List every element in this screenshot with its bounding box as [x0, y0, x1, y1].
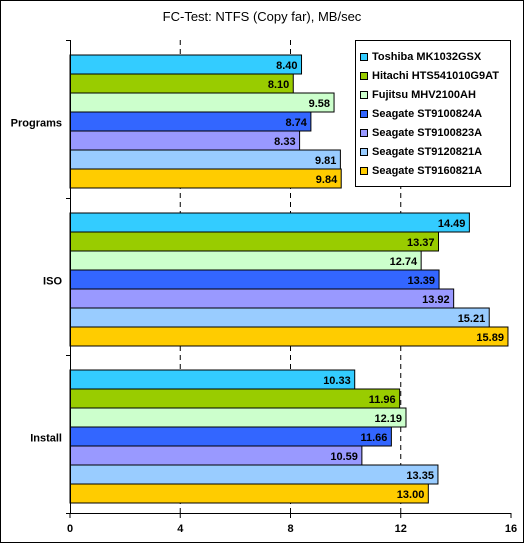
- legend-label: Hitachi HTS541010G9AT: [372, 69, 499, 82]
- legend-swatch: [360, 71, 368, 80]
- bar: [69, 369, 356, 390]
- bar: [69, 73, 294, 94]
- data-label: 12.19: [374, 413, 402, 425]
- data-label: 13.00: [397, 489, 425, 501]
- bar: [69, 288, 455, 309]
- data-label: 13.37: [407, 237, 435, 249]
- bar: [69, 212, 470, 233]
- legend-label: Fujitsu MHV2100AH: [372, 88, 476, 101]
- bar: [69, 307, 490, 328]
- x-tick-label: 0: [67, 523, 73, 535]
- legend-item: Seagate ST9160821A: [356, 161, 482, 180]
- data-label: 9.84: [316, 174, 338, 186]
- x-tick-label: 8: [287, 523, 293, 535]
- category-label: Programs: [11, 118, 62, 130]
- category-label: ISO: [43, 276, 62, 288]
- x-tick-label: 4: [177, 523, 184, 535]
- data-label: 8.40: [276, 60, 297, 72]
- data-label: 11.66: [360, 432, 387, 444]
- legend-swatch: [360, 128, 368, 137]
- bar: [69, 130, 301, 151]
- legend-swatch: [360, 52, 368, 61]
- data-label: 10.33: [323, 375, 351, 387]
- legend-swatch: [360, 166, 368, 175]
- legend-swatch: [360, 90, 368, 99]
- bar: [69, 483, 429, 504]
- bar: [69, 407, 407, 428]
- bar: [69, 426, 392, 447]
- x-tick-label: 16: [505, 523, 517, 535]
- legend-label: Seagate ST9100823A: [372, 126, 483, 139]
- x-tick-label: 12: [395, 523, 407, 535]
- data-label: 13.35: [406, 470, 434, 482]
- bar: [69, 250, 422, 271]
- legend-item: Seagate ST9120821A: [356, 142, 482, 161]
- legend-swatch: [360, 147, 368, 156]
- data-label: 15.89: [476, 332, 504, 344]
- legend-label: Seagate ST9100824A: [372, 107, 483, 120]
- legend-swatch: [360, 109, 368, 118]
- bar: [69, 388, 401, 409]
- legend-item: Toshiba MK1032GSX: [356, 47, 481, 66]
- bar: [69, 445, 363, 466]
- data-label: 9.81: [315, 155, 336, 167]
- data-label: 14.49: [438, 218, 466, 230]
- legend-item: Seagate ST9100824A: [356, 104, 482, 123]
- bar: [69, 464, 439, 485]
- chart-title: FC-Test: NTFS (Copy far), MB/sec: [162, 9, 362, 24]
- data-label: 8.10: [268, 79, 289, 91]
- data-label: 13.39: [408, 275, 436, 287]
- data-label: 15.21: [458, 313, 486, 325]
- data-label: 11.96: [369, 394, 396, 406]
- legend-label: Seagate ST9160821A: [372, 164, 483, 177]
- bar: [69, 111, 312, 132]
- bar: [69, 326, 509, 347]
- data-label: 8.74: [285, 117, 307, 129]
- bar: [69, 92, 335, 113]
- bar: [69, 149, 341, 170]
- data-label: 9.58: [309, 98, 330, 110]
- bar: [69, 269, 440, 290]
- legend: Toshiba MK1032GSX Hitachi HTS541010G9AT Fu…: [355, 40, 511, 187]
- bar: [69, 54, 303, 75]
- bar: [69, 231, 440, 252]
- legend-label: Seagate ST9120821A: [372, 145, 483, 158]
- bar: [69, 168, 342, 189]
- legend-label: Toshiba MK1032GSX: [372, 50, 482, 63]
- data-label: 13.92: [422, 294, 450, 306]
- legend-item: Seagate ST9100823A: [356, 123, 482, 142]
- category-label: Install: [30, 433, 62, 445]
- data-label: 10.59: [330, 451, 358, 463]
- data-label: 12.74: [390, 256, 418, 268]
- legend-item: Fujitsu MHV2100AH: [356, 85, 476, 104]
- legend-item: Hitachi HTS541010G9AT: [356, 66, 499, 85]
- data-label: 8.33: [274, 136, 295, 148]
